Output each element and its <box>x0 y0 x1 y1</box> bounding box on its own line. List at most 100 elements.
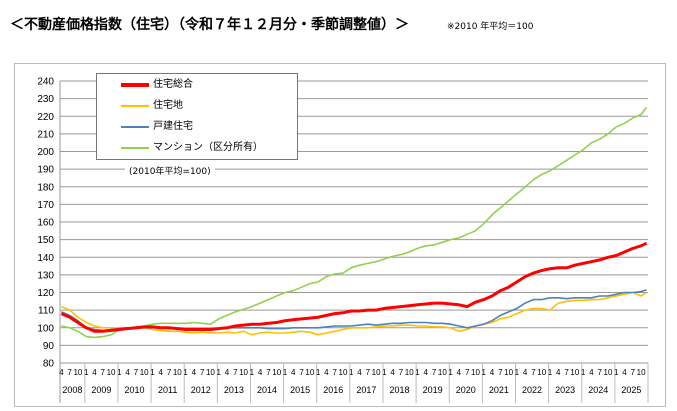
month-tick-label: 4 <box>59 368 64 377</box>
year-tick-label: 2019 <box>423 385 443 395</box>
month-tick-label: 10 <box>206 368 215 377</box>
month-tick-label: 4 <box>424 368 429 377</box>
legend-label: 住宅総合 <box>153 79 193 90</box>
year-tick-label: 2015 <box>290 385 310 395</box>
y-tick-label: 190 <box>37 165 54 176</box>
month-tick-label: 7 <box>432 368 437 377</box>
month-tick-label: 4 <box>457 368 462 377</box>
month-tick-label: 1 <box>482 368 487 377</box>
y-tick-label: 160 <box>37 218 54 229</box>
month-tick-label: 1 <box>250 368 255 377</box>
month-tick-label: 10 <box>405 368 414 377</box>
month-tick-label: 1 <box>316 368 321 377</box>
month-tick-label: 7 <box>564 368 569 377</box>
month-tick-label: 7 <box>101 368 106 377</box>
month-tick-label: 7 <box>134 368 139 377</box>
month-tick-label: 4 <box>622 368 627 377</box>
month-tick-label: 10 <box>604 368 613 377</box>
month-tick-label: 4 <box>523 368 528 377</box>
month-tick-label: 10 <box>272 368 281 377</box>
month-tick-label: 1 <box>117 368 122 377</box>
month-tick-label: 7 <box>266 368 271 377</box>
legend-swatch <box>121 105 149 107</box>
month-tick-label: 10 <box>173 368 182 377</box>
month-tick-label: 7 <box>597 368 602 377</box>
month-tick-label: 1 <box>548 368 553 377</box>
month-tick-label: 7 <box>167 368 172 377</box>
month-tick-label: 7 <box>498 368 503 377</box>
chart-frame <box>14 63 666 407</box>
month-tick-label: 4 <box>159 368 164 377</box>
year-tick-label: 2024 <box>588 385 608 395</box>
month-tick-label: 4 <box>390 368 395 377</box>
y-tick-label: 220 <box>37 112 54 123</box>
y-tick-label: 180 <box>37 182 54 193</box>
month-tick-label: 1 <box>183 368 188 377</box>
y-tick-label: 170 <box>37 200 54 211</box>
legend-item-land: 住宅地 <box>121 99 183 113</box>
month-tick-label: 10 <box>372 368 381 377</box>
y-tick-label: 130 <box>37 270 54 281</box>
month-tick-label: 10 <box>537 368 546 377</box>
legend-swatch <box>121 147 149 149</box>
month-tick-label: 7 <box>631 368 636 377</box>
month-tick-label: 10 <box>73 368 82 377</box>
y-tick-label: 200 <box>37 147 54 158</box>
month-tick-label: 1 <box>217 368 222 377</box>
month-tick-label: 1 <box>382 368 387 377</box>
y-tick-label: 150 <box>37 235 54 246</box>
y-tick-label: 100 <box>37 323 54 334</box>
month-tick-label: 10 <box>504 368 513 377</box>
series-line-3 <box>61 106 648 339</box>
month-tick-label: 4 <box>589 368 594 377</box>
month-tick-label: 1 <box>614 368 619 377</box>
month-tick-label: 4 <box>125 368 130 377</box>
month-tick-label: 7 <box>366 368 371 377</box>
y-tick-label: 210 <box>37 129 54 140</box>
month-tick-label: 10 <box>239 368 248 377</box>
month-tick-label: 1 <box>448 368 453 377</box>
month-tick-label: 4 <box>357 368 362 377</box>
y-tick-label: 230 <box>37 94 54 105</box>
month-tick-label: 4 <box>490 368 495 377</box>
month-tick-label: 10 <box>438 368 447 377</box>
y-tick-label: 90 <box>43 341 55 352</box>
month-tick-label: 1 <box>415 368 420 377</box>
y-tick-label: 140 <box>37 253 54 264</box>
y-tick-label: 240 <box>37 77 54 88</box>
legend-item-detached: 戸建住宅 <box>121 120 193 134</box>
month-tick-label: 10 <box>570 368 579 377</box>
year-tick-label: 2008 <box>62 385 82 395</box>
month-tick-label: 7 <box>465 368 470 377</box>
month-tick-label: 7 <box>299 368 304 377</box>
month-tick-label: 7 <box>200 368 205 377</box>
month-tick-label: 7 <box>332 368 337 377</box>
legend-label: マンション（区分所有） <box>153 142 263 153</box>
month-tick-label: 1 <box>84 368 89 377</box>
month-tick-label: 4 <box>92 368 97 377</box>
month-tick-label: 4 <box>324 368 329 377</box>
month-tick-label: 7 <box>399 368 404 377</box>
month-tick-label: 10 <box>107 368 116 377</box>
year-tick-label: 2023 <box>555 385 575 395</box>
legend-label: 戸建住宅 <box>153 121 193 132</box>
legend: 住宅総合 住宅地 戸建住宅 マンション（区分所有） <box>96 73 298 160</box>
year-tick-label: 2012 <box>191 385 211 395</box>
page-title: ＜不動産価格指数（住宅）（令和７年１２月分・季節調整値）＞ <box>10 17 409 33</box>
month-tick-label: 4 <box>225 368 230 377</box>
year-tick-label: 2011 <box>158 385 177 395</box>
month-tick-label: 4 <box>192 368 197 377</box>
year-tick-label: 2020 <box>456 385 476 395</box>
month-tick-label: 7 <box>67 368 72 377</box>
month-tick-label: 7 <box>531 368 536 377</box>
month-tick-label: 7 <box>233 368 238 377</box>
legend-label: 住宅地 <box>153 100 183 111</box>
legend-item-total: 住宅総合 <box>121 78 193 92</box>
year-tick-label: 2013 <box>224 385 244 395</box>
legend-item-condo: マンション（区分所有） <box>121 141 263 155</box>
month-tick-label: 1 <box>515 368 520 377</box>
month-tick-label: 1 <box>349 368 354 377</box>
y-tick-label: 110 <box>38 306 54 317</box>
legend-swatch <box>121 126 149 128</box>
